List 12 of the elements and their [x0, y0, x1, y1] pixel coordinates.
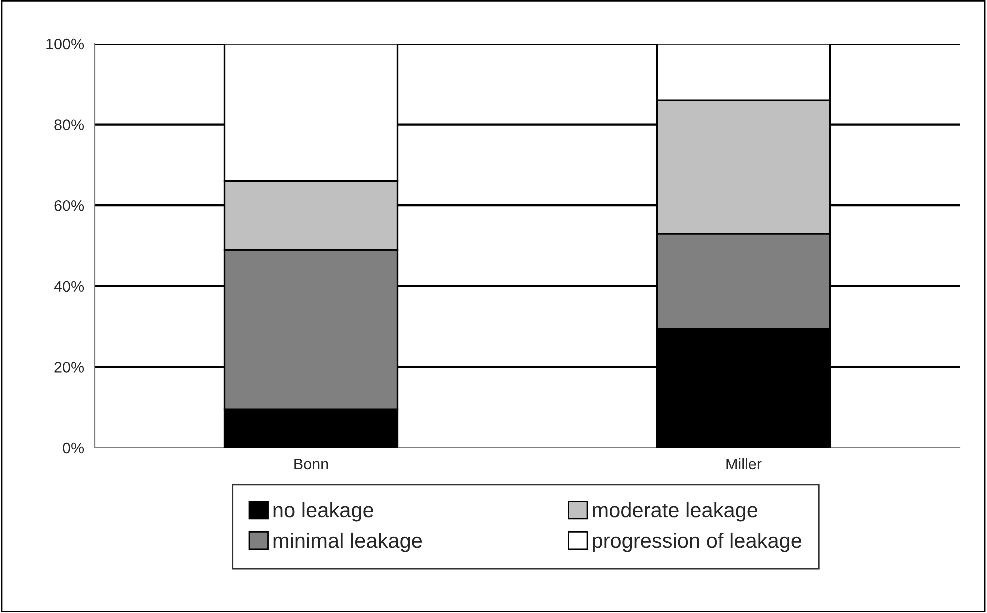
x-tick-label: Miller — [726, 458, 762, 470]
legend-label: moderate leakage — [593, 502, 758, 522]
legend-label: progression of leakage — [593, 532, 802, 552]
legend-label: no leakage — [274, 502, 374, 522]
x-tick-label: Bonn — [294, 458, 328, 470]
y-tick-label: 100% — [46, 38, 84, 50]
y-tick-label: 80% — [54, 120, 84, 130]
legend-label: minimal leakage — [274, 532, 422, 552]
y-tick-label: 60% — [54, 200, 84, 212]
y-tick-label: 40% — [54, 281, 84, 292]
y-tick-label: 20% — [54, 362, 84, 373]
y-tick-label: 0% — [63, 442, 84, 454]
